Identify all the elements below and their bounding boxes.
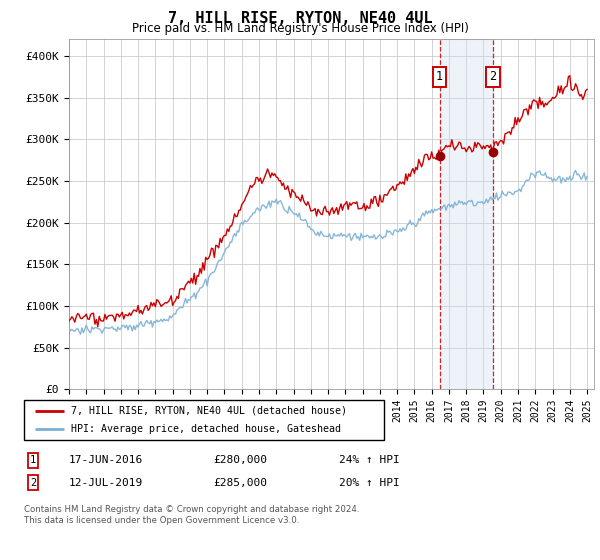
Text: HPI: Average price, detached house, Gateshead: HPI: Average price, detached house, Gate… (71, 424, 341, 434)
Text: 2: 2 (30, 478, 36, 488)
Text: 7, HILL RISE, RYTON, NE40 4UL (detached house): 7, HILL RISE, RYTON, NE40 4UL (detached … (71, 406, 347, 416)
FancyBboxPatch shape (24, 400, 384, 440)
Text: 17-JUN-2016: 17-JUN-2016 (69, 455, 143, 465)
Text: 1: 1 (436, 70, 443, 83)
Text: Contains HM Land Registry data © Crown copyright and database right 2024.
This d: Contains HM Land Registry data © Crown c… (24, 505, 359, 525)
Text: 2: 2 (489, 70, 496, 83)
Bar (440, 39, 493, 389)
Text: £280,000: £280,000 (213, 455, 267, 465)
Text: 12-JUL-2019: 12-JUL-2019 (69, 478, 143, 488)
Text: 24% ↑ HPI: 24% ↑ HPI (339, 455, 400, 465)
Text: 20% ↑ HPI: 20% ↑ HPI (339, 478, 400, 488)
Text: £285,000: £285,000 (213, 478, 267, 488)
Text: Price paid vs. HM Land Registry's House Price Index (HPI): Price paid vs. HM Land Registry's House … (131, 22, 469, 35)
Text: 7, HILL RISE, RYTON, NE40 4UL: 7, HILL RISE, RYTON, NE40 4UL (167, 11, 433, 26)
Text: 1: 1 (30, 455, 36, 465)
